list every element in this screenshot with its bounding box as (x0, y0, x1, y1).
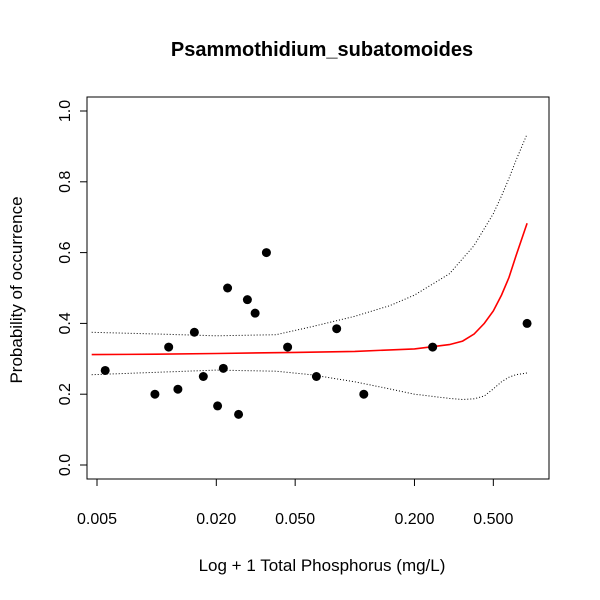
data-point (359, 389, 369, 399)
data-point (234, 409, 244, 419)
x-tick-label: 0.200 (394, 511, 434, 528)
points (100, 248, 532, 419)
curves (91, 133, 528, 401)
data-point (189, 327, 199, 337)
y-tick-label: 0.4 (57, 312, 74, 334)
y-axis: 0.0 0.2 0.4 0.6 0.8 1.0 (57, 100, 88, 476)
y-tick-label: 0.8 (57, 171, 74, 193)
plot-frame (86, 96, 550, 480)
chart-title: Psammothidium_subatomoides (171, 39, 473, 61)
x-tick-label: 0.050 (275, 511, 315, 528)
data-point (164, 342, 174, 352)
y-tick-label: 1.0 (57, 100, 74, 122)
data-point (250, 308, 260, 318)
fitted-curve (91, 222, 528, 356)
data-point (332, 324, 342, 334)
x-tick-label: 0.500 (473, 511, 513, 528)
data-point (223, 283, 233, 293)
y-tick-label: 0.0 (57, 454, 74, 476)
y-tick-label: 0.2 (57, 383, 74, 405)
x-axis-label: Log + 1 Total Phosphorus (mg/L) (199, 556, 446, 575)
data-point (218, 363, 228, 373)
data-point (173, 384, 183, 394)
data-point (283, 342, 293, 352)
data-point (311, 372, 321, 381)
y-tick-label: 0.6 (57, 241, 74, 263)
data-point (213, 401, 223, 411)
data-point (100, 365, 110, 375)
x-tick-label: 0.005 (77, 511, 117, 528)
data-point (242, 295, 252, 305)
data-point (428, 342, 438, 352)
x-tick-label: 0.020 (196, 511, 236, 528)
data-point (150, 389, 160, 399)
y-axis-label: Probability of occurrence (7, 196, 26, 383)
x-axis: 0.005 0.020 0.050 0.200 0.500 (77, 478, 513, 528)
upper-ci-curve (91, 133, 528, 337)
lower-ci-curve (91, 369, 528, 401)
data-point (261, 248, 271, 258)
data-point (522, 318, 532, 328)
data-point (198, 372, 208, 381)
